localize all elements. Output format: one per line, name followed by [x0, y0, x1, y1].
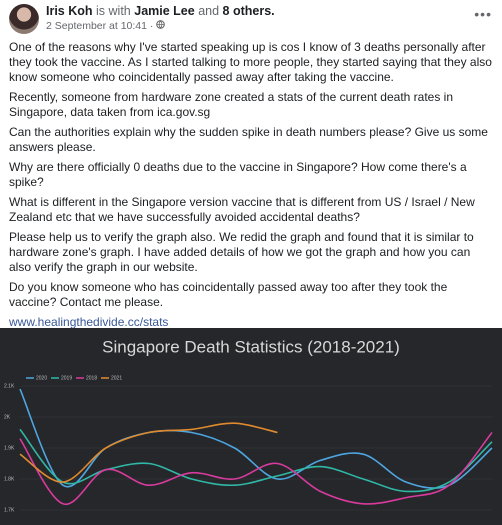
paragraph: Can the authorities explain why the sudd… — [9, 125, 488, 154]
legend-label: 2019 — [61, 375, 72, 381]
post-header: Iris Koh is with Jamie Lee and 8 others.… — [0, 0, 502, 38]
chart-image: Singapore Death Statistics (2018-2021) 2… — [0, 328, 502, 525]
y-tick-label: 2K — [4, 414, 11, 420]
paragraph: Do you know someone who has coincidental… — [9, 280, 448, 309]
link-paragraph: www.healingthedivide.cc/stats — [9, 315, 495, 330]
paragraph: What is different in the Singapore versi… — [9, 195, 475, 224]
paragraph: Please help us to verify the graph also.… — [9, 230, 474, 274]
author[interactable]: Iris Koh — [46, 4, 93, 18]
series-line — [19, 388, 493, 489]
others[interactable]: 8 others. — [222, 4, 275, 18]
series-line — [19, 431, 493, 505]
globe-icon — [156, 20, 166, 29]
avatar[interactable] — [9, 4, 39, 34]
legend-label: 2021 — [111, 375, 122, 381]
link[interactable]: www.healingthedivide.cc/stats — [9, 315, 169, 329]
paragraph: One of the reasons why I've started spea… — [9, 40, 492, 84]
y-tick-label: 1.7K — [4, 507, 15, 513]
with-text: is with — [96, 4, 131, 18]
post-body: One of the reasons why I've started spea… — [9, 40, 495, 335]
tagged[interactable]: Jamie Lee — [134, 4, 195, 18]
paragraph: Recently, someone from hardware zone cre… — [9, 90, 454, 119]
series-line — [19, 422, 278, 483]
date-text[interactable]: 2 September at 10:41 · — [46, 20, 154, 32]
legend-label: 2020 — [36, 375, 47, 381]
chart-title: Singapore Death Statistics (2018-2021) — [102, 337, 400, 356]
post-author-line: Iris Koh is with Jamie Lee and 8 others. — [46, 4, 275, 18]
series-line — [19, 428, 493, 493]
y-tick-label: 1.8K — [4, 476, 15, 482]
post-date: 2 September at 10:41 · — [46, 20, 166, 32]
legend-label: 2018 — [86, 375, 97, 381]
and-text: and — [198, 4, 220, 18]
more-options[interactable]: ••• — [474, 6, 492, 22]
y-tick-label: 1.9K — [4, 445, 15, 451]
paragraph: Why are there officially 0 deaths due to… — [9, 160, 467, 189]
y-tick-label: 2.1K — [4, 383, 15, 389]
